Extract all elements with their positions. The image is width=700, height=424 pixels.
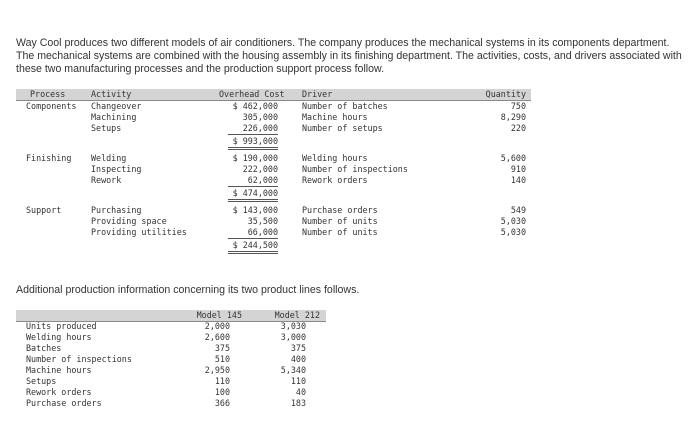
- driver-name: Number of units: [302, 227, 378, 237]
- model-212-value: 110: [290, 376, 306, 386]
- overhead-cost-value: 35,500: [247, 216, 278, 226]
- overhead-cost-value: 222,000: [242, 164, 278, 174]
- activity-name: Providing utilities: [91, 227, 187, 237]
- overhead-cost-value: 62,000: [228, 175, 278, 187]
- overhead-cost-value: 305,000: [242, 112, 278, 122]
- quantity-value: 5,030: [500, 227, 526, 237]
- product-row-label: Welding hours: [26, 332, 92, 342]
- overhead-cost-value: $ 462,000: [232, 101, 278, 111]
- header-quantity: Quantity: [485, 89, 526, 99]
- activity-name: Inspecting: [91, 164, 142, 174]
- header-model-145: Model 145: [196, 310, 242, 320]
- process-label: Support: [26, 205, 62, 215]
- activity-name: Purchasing: [91, 205, 142, 215]
- model-145-value: 375: [214, 343, 230, 353]
- quantity-value: 5,600: [500, 153, 526, 163]
- driver-name: Number of setups: [302, 123, 383, 133]
- model-212-value: 3,000: [280, 332, 306, 342]
- product-row-label: Batches: [26, 343, 62, 353]
- process-total-cost: $ 244,500: [228, 240, 278, 254]
- product-row-label: Rework orders: [26, 387, 92, 397]
- header-activity: Activity: [91, 89, 132, 99]
- model-145-value: 2,000: [204, 321, 230, 331]
- model-145-value: 100: [214, 387, 230, 397]
- activity-cost-table: Process Activity Overhead Cost Driver Qu…: [16, 89, 531, 254]
- additional-info-text: Additional production information concer…: [16, 284, 360, 296]
- product-row-label: Units produced: [26, 321, 97, 331]
- quantity-value: 220: [510, 123, 526, 133]
- problem-intro-text: Way Cool produces two different models o…: [16, 37, 682, 75]
- driver-name: Machine hours: [302, 112, 368, 122]
- process-total-cost: $ 993,000: [228, 136, 278, 150]
- overhead-cost-value: $ 190,000: [232, 153, 278, 163]
- activity-name: Setups: [91, 123, 122, 133]
- model-212-value: 400: [290, 354, 306, 364]
- model-212-value: 40: [295, 387, 306, 397]
- model-212-value: 5,340: [280, 365, 306, 375]
- activity-name: Changeover: [91, 101, 142, 111]
- model-145-value: 110: [214, 376, 230, 386]
- overhead-cost-value: 226,000: [228, 123, 278, 135]
- model-212-value: 3,030: [280, 321, 306, 331]
- driver-name: Number of units: [302, 216, 378, 226]
- process-label: Components: [26, 101, 77, 111]
- driver-name: Number of inspections: [302, 164, 408, 174]
- quantity-value: 910: [510, 164, 526, 174]
- activity-name: Rework: [91, 175, 122, 185]
- header-overhead-cost: Overhead Cost: [219, 89, 285, 99]
- quantity-value: 140: [510, 175, 526, 185]
- quantity-value: 549: [510, 205, 526, 215]
- header-model-212: Model 212: [274, 310, 320, 320]
- process-total-cost: $ 474,000: [228, 188, 278, 202]
- model-145-value: 2,950: [204, 365, 230, 375]
- product-line-table: Model 145 Model 212 Units produced 2,000…: [16, 310, 326, 412]
- activity-name: Machining: [91, 112, 137, 122]
- quantity-value: 5,030: [500, 216, 526, 226]
- activity-table-header: [16, 89, 531, 101]
- model-212-value: 183: [290, 398, 306, 408]
- model-145-value: 366: [214, 398, 230, 408]
- process-label: Finishing: [26, 153, 72, 163]
- product-row-label: Number of inspections: [26, 354, 132, 364]
- product-row-label: Purchase orders: [26, 398, 102, 408]
- model-145-value: 2,600: [204, 332, 230, 342]
- model-212-value: 375: [290, 343, 306, 353]
- overhead-cost-value: $ 143,000: [232, 205, 278, 215]
- product-row-label: Setups: [26, 376, 57, 386]
- overhead-cost-value: 66,000: [228, 227, 278, 239]
- model-145-value: 510: [214, 354, 230, 364]
- product-row-label: Machine hours: [26, 365, 92, 375]
- driver-name: Purchase orders: [302, 205, 378, 215]
- driver-name: Welding hours: [302, 153, 368, 163]
- quantity-value: 750: [510, 101, 526, 111]
- activity-name: Welding: [91, 153, 127, 163]
- quantity-value: 8,290: [500, 112, 526, 122]
- driver-name: Rework orders: [302, 175, 368, 185]
- driver-name: Number of batches: [302, 101, 388, 111]
- activity-name: Providing space: [91, 216, 167, 226]
- product-table-header: [16, 310, 326, 322]
- header-process: Process: [30, 89, 66, 99]
- header-driver: Driver: [302, 89, 333, 99]
